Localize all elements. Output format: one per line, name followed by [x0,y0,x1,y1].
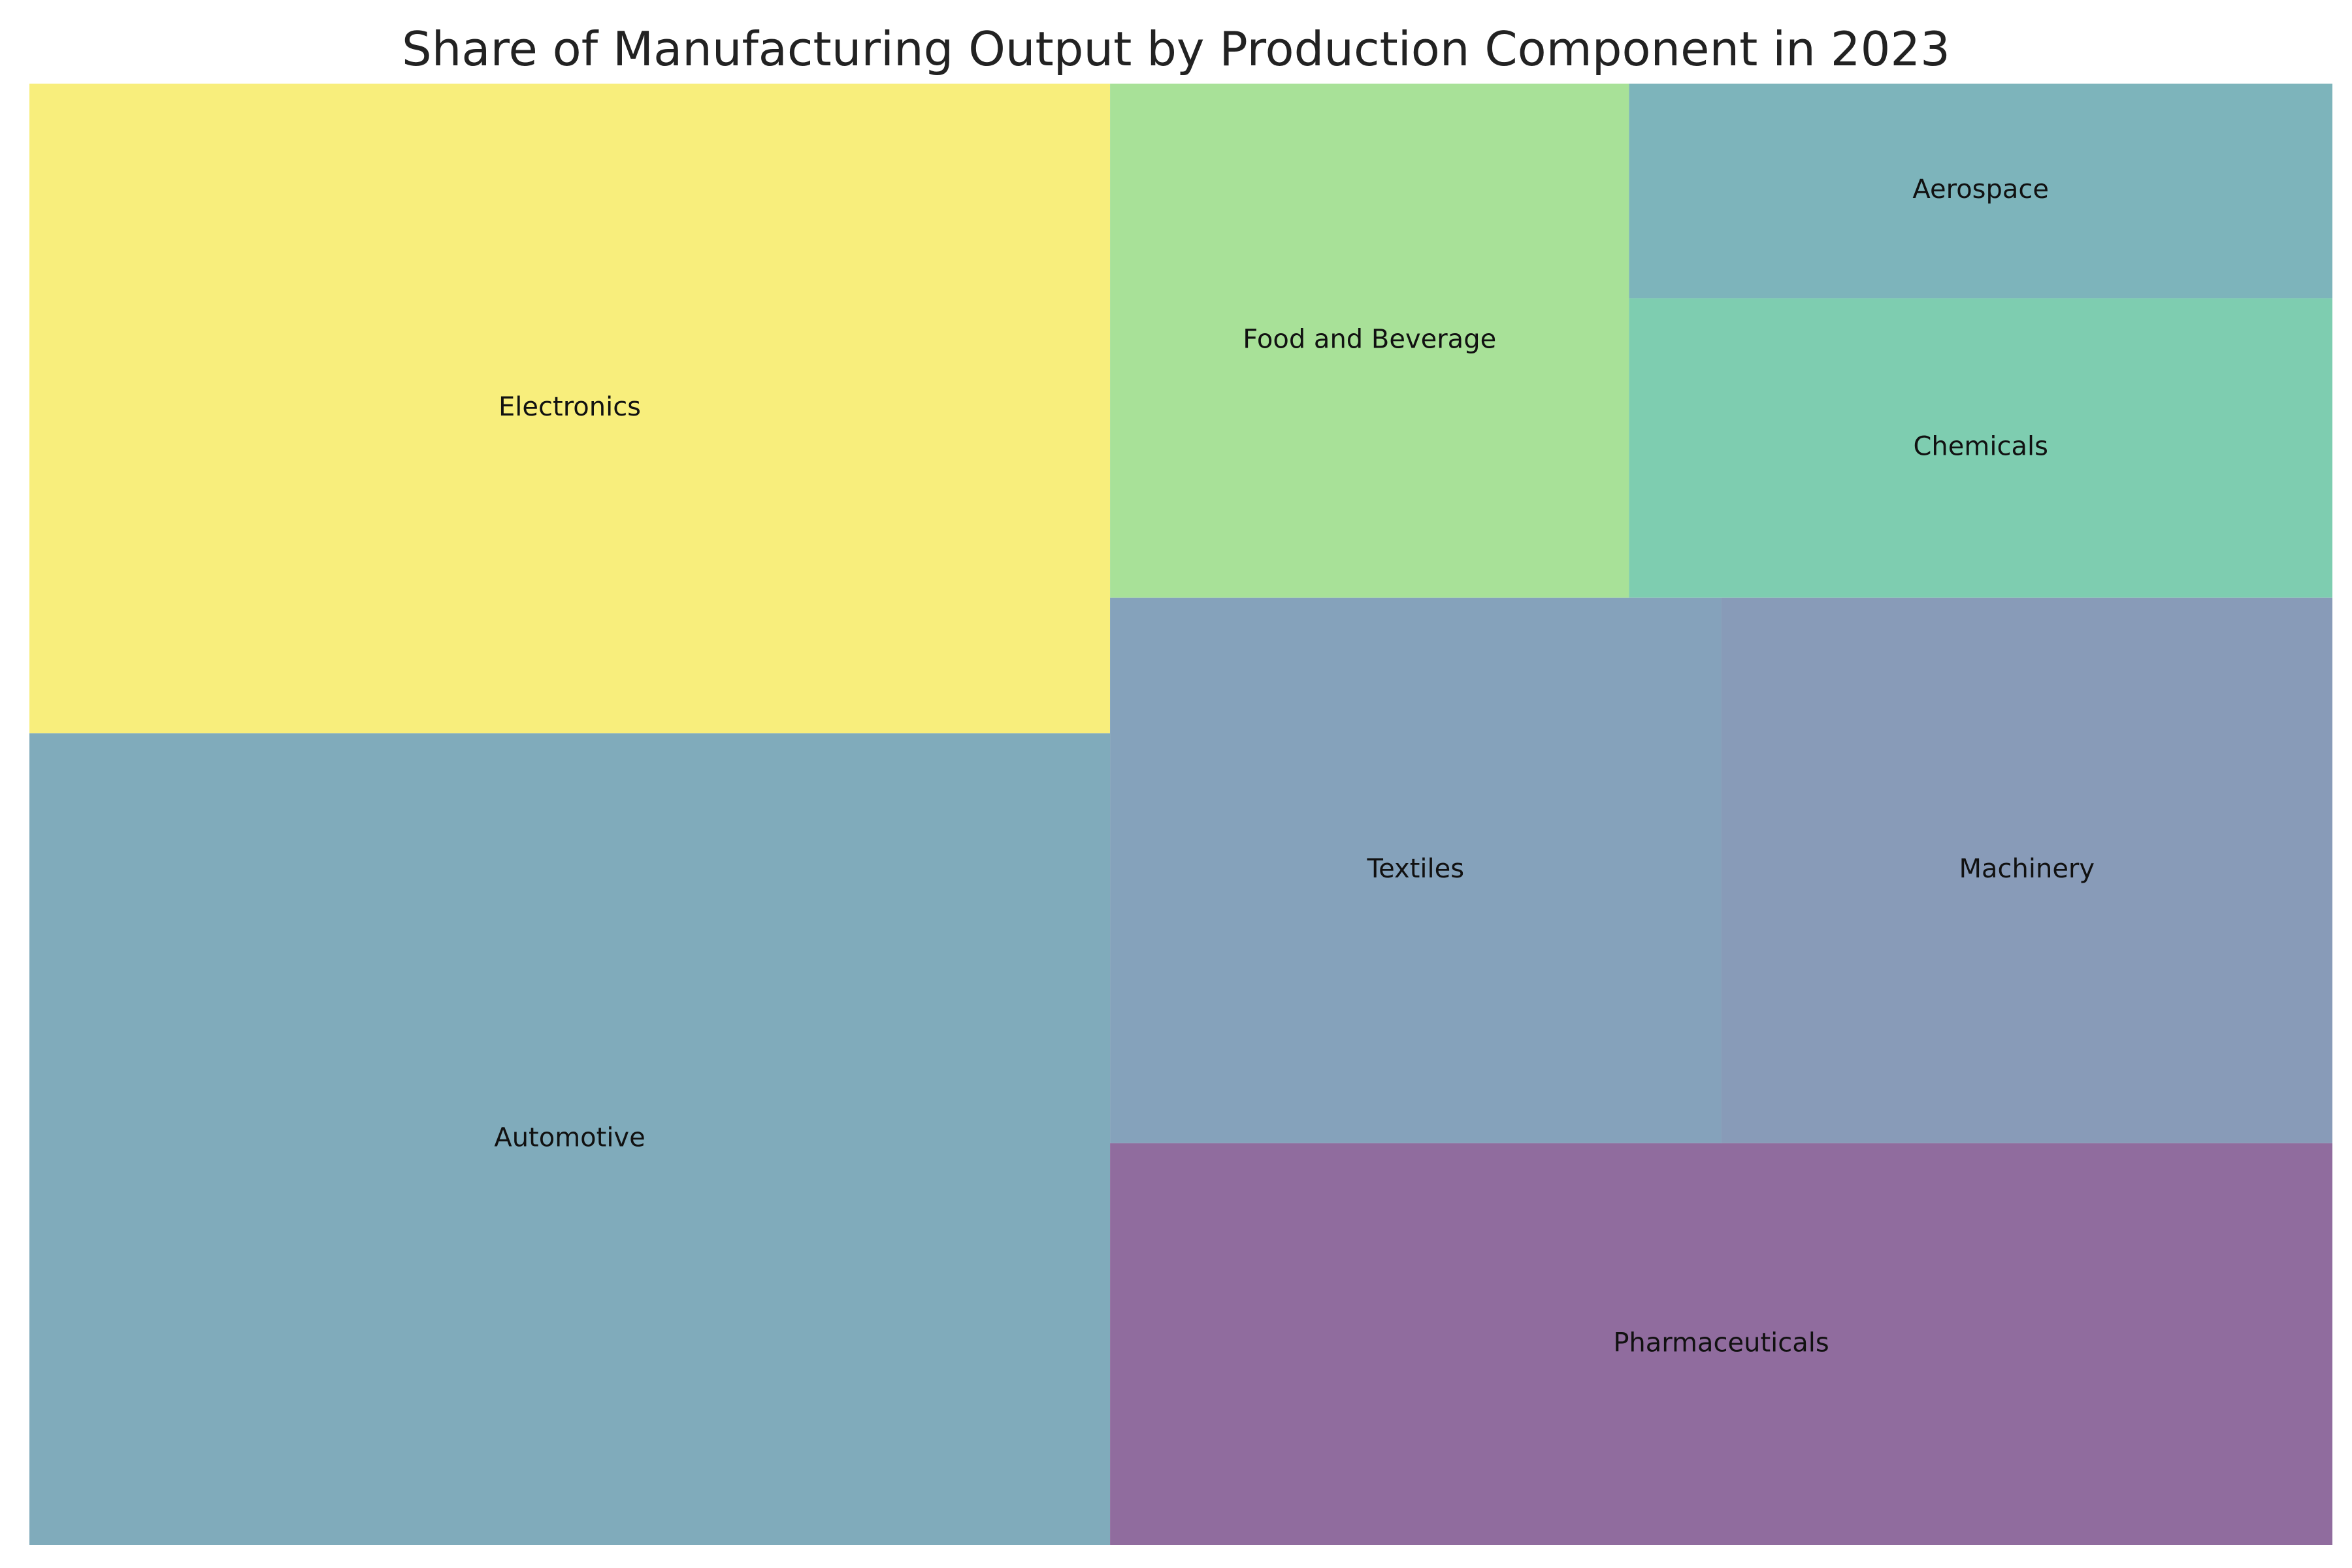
tile-machinery [1721,597,2332,1143]
tile-label-chemicals: Chemicals [1913,432,2048,462]
tile-label-textiles: Textiles [1367,854,1465,884]
tile-label-pharmaceuticals: Pharmaceuticals [1613,1328,1829,1358]
tile-food-and-beverage [1110,84,1629,598]
treemap-tiles [29,84,2332,1545]
tile-electronics [29,84,1111,734]
tile-label-aerospace: Aerospace [1912,174,2049,204]
tile-pharmaceuticals [1110,1143,2332,1545]
tile-chemicals [1629,298,2332,598]
tile-label-machinery: Machinery [1959,854,2095,884]
tile-label-automotive: Automotive [494,1123,645,1153]
tile-automotive [29,733,1111,1545]
tile-label-food-and-beverage: Food and Beverage [1243,324,1496,354]
tile-label-electronics: Electronics [498,392,641,422]
chart-title: Share of Manufacturing Output by Product… [402,22,1950,76]
tile-aerospace [1629,84,2332,299]
treemap-labels: Automotive Electronics Pharmaceuticals Text… [494,174,2095,1358]
tile-textiles [1110,597,1722,1143]
